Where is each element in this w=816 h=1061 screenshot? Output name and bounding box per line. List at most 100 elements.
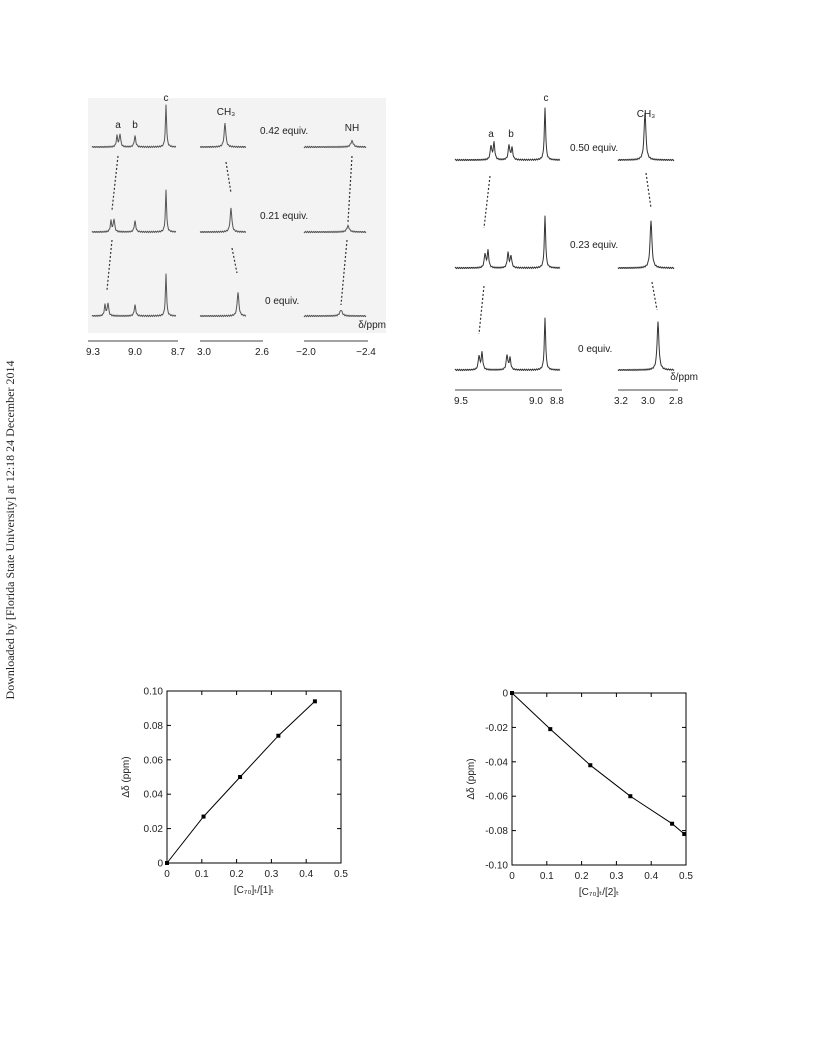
spectrum-tick-label: 3.2: [614, 396, 628, 407]
data-point: [628, 794, 633, 799]
y-tick-label: 0: [157, 859, 163, 870]
spectrum-tick-label: 9.0: [529, 396, 543, 407]
y-tick-label: 0.04: [144, 790, 164, 801]
spectrum-trace: [199, 292, 247, 318]
spectrum-tick-label: −2.0: [296, 347, 316, 358]
shift-guide: [340, 239, 348, 306]
y-axis-label: Δδ (ppm): [121, 756, 132, 797]
spectrum-trace: [454, 215, 561, 270]
shift-guide: [106, 239, 113, 291]
peak-label: CH₃: [217, 107, 236, 118]
spectrum-trace: [91, 189, 177, 234]
shift-guide: [225, 161, 232, 194]
data-point: [312, 699, 317, 704]
data-point: [165, 861, 169, 865]
spectrum-trace: [91, 273, 177, 318]
spectrum-trace: [303, 310, 367, 318]
data-point: [670, 821, 675, 826]
spectrum-trace: [303, 224, 367, 234]
shift-guide: [645, 172, 652, 209]
y-tick-label: -0.10: [485, 861, 508, 872]
data-point: [588, 763, 593, 768]
spectrum-trace: [617, 220, 675, 270]
spectrum-tick-label: 9.3: [86, 347, 100, 358]
fit-curve: [166, 700, 316, 864]
x-tick-label: 0.5: [334, 869, 348, 880]
peak-label: CH₃: [637, 109, 656, 120]
spectrum-trace: [199, 122, 246, 149]
spectrum-trace: [199, 207, 246, 234]
spectrum-trace: [91, 104, 177, 149]
spectrum-trace: [617, 112, 675, 162]
peak-label: c: [544, 93, 549, 104]
equiv-label: 0.42 equiv.: [260, 126, 308, 137]
shift-guide: [347, 155, 353, 223]
shift-guide: [478, 285, 485, 335]
download-watermark: Downloaded by [Florida State University]…: [3, 361, 17, 700]
peak-label: a: [115, 120, 121, 131]
x-tick-label: 0.4: [299, 869, 313, 880]
peak-label: NH: [345, 123, 359, 134]
equiv-label: 0.50 equiv.: [570, 143, 618, 154]
equiv-label: 0.21 equiv.: [260, 211, 308, 222]
y-tick-label: 0.02: [144, 824, 164, 835]
spectrum-tick-label: 9.5: [454, 396, 468, 407]
x-tick-label: 0.4: [644, 871, 658, 882]
x-tick-label: 0.2: [575, 871, 589, 882]
data-point: [238, 775, 243, 779]
x-tick-label: 0.1: [195, 869, 209, 880]
x-tick-label: 0.3: [264, 869, 278, 880]
spectrum-trace: [303, 139, 367, 149]
y-tick-label: 0.10: [144, 687, 164, 698]
data-point: [548, 727, 553, 732]
x-axis-label: [C₇₀]ₜ/[2]ₜ: [579, 887, 619, 898]
y-tick-label: -0.04: [485, 757, 508, 768]
data-point: [510, 691, 514, 695]
x-tick-label: 0.1: [540, 871, 554, 882]
equiv-label: 0.23 equiv.: [570, 240, 618, 251]
equiv-label: 0 equiv.: [578, 344, 612, 355]
peak-label: c: [164, 93, 169, 104]
spectrum-trace: [617, 321, 675, 372]
spectrum-tick-label: 9.0: [128, 347, 142, 358]
x-axis-label: [C₇₀]ₜ/[1]ₜ: [234, 885, 274, 896]
plot-frame: [166, 690, 342, 864]
y-tick-label: 0.06: [144, 755, 164, 766]
spectrum-tick-label: 2.8: [669, 396, 683, 407]
data-point: [276, 733, 281, 738]
peak-label: b: [132, 120, 138, 131]
spectrum-tick-label: 3.0: [641, 396, 655, 407]
y-tick-label: 0: [502, 689, 508, 700]
x-tick-label: 0: [164, 869, 170, 880]
y-axis-label: Δδ (ppm): [466, 758, 477, 799]
axis-label: δ/ppm: [670, 372, 698, 383]
data-point: [201, 814, 206, 819]
y-tick-label: -0.08: [485, 826, 508, 837]
shift-guide: [483, 175, 491, 229]
plot-frame: [511, 692, 687, 866]
axis-label: δ/ppm: [358, 320, 386, 331]
spectrum-tick-label: 8.8: [550, 396, 564, 407]
x-tick-label: 0: [509, 871, 515, 882]
shift-guide: [651, 281, 658, 311]
y-tick-label: -0.02: [485, 723, 508, 734]
y-tick-label: -0.06: [485, 792, 508, 803]
data-point: [682, 832, 687, 837]
x-tick-label: 0.2: [230, 869, 244, 880]
spectrum-background: [88, 98, 386, 333]
spectrum-trace: [454, 317, 561, 372]
peak-label: b: [508, 129, 514, 140]
spectrum-tick-label: 8.7: [171, 347, 185, 358]
x-tick-label: 0.5: [679, 871, 693, 882]
spectrum-tick-label: −2.4: [356, 347, 376, 358]
shift-guide: [231, 247, 238, 274]
spectrum-tick-label: 3.0: [197, 347, 211, 358]
equiv-label: 0 equiv.: [265, 296, 299, 307]
peak-label: a: [488, 129, 494, 140]
spectrum-trace: [454, 107, 561, 162]
spectrum-tick-label: 2.6: [255, 347, 269, 358]
fit-curve: [511, 692, 685, 835]
shift-guide: [111, 155, 119, 211]
